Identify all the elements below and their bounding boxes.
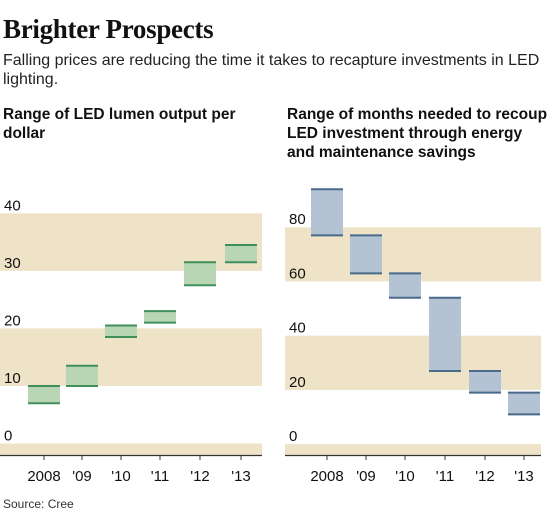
months-chart-title: Range of months needed to recoup LED inv… — [287, 106, 548, 161]
headline: Brighter Prospects — [3, 14, 214, 44]
lumen-ytick-label: 20 — [4, 312, 21, 329]
months-range-bar — [429, 297, 461, 371]
months-ytick-label: 60 — [289, 265, 306, 282]
months-range-bar — [311, 189, 343, 236]
months-range-bar — [469, 370, 501, 393]
lumen-range-bar — [144, 311, 176, 323]
lumen-band-0 — [0, 443, 262, 455]
lumen-x-label: '10 — [111, 468, 131, 485]
lumen-ytick-label: 40 — [4, 197, 21, 214]
months-band-1 — [285, 335, 541, 390]
months-range-bar — [508, 392, 540, 415]
months-range-bar — [350, 235, 382, 274]
lumen-x-label: '13 — [231, 468, 251, 485]
lumen-range-bar — [66, 365, 98, 386]
months-ytick-label: 0 — [289, 428, 297, 445]
lumen-x-label: '09 — [72, 468, 92, 485]
months-x-label: 2008 — [310, 468, 343, 485]
months-range-bar — [389, 273, 421, 298]
dek: Falling prices are reducing the time it … — [3, 52, 540, 88]
months-ytick-label: 20 — [289, 374, 306, 391]
months-x-label: '11 — [436, 468, 454, 485]
months-ytick-label: 40 — [289, 320, 306, 337]
months-x-label: '12 — [475, 468, 495, 485]
lumen-range-bar — [105, 325, 137, 338]
months-band-0 — [285, 444, 541, 455]
lumen-ytick-label: 0 — [4, 427, 12, 444]
lumen-x-label: 2008 — [27, 468, 60, 485]
lumen-x-label: '11 — [151, 468, 169, 485]
months-x-label: '13 — [514, 468, 534, 485]
lumen-chart-title: Range of LED lumen output per dollar — [3, 106, 236, 142]
lumen-ytick-label: 30 — [4, 255, 21, 272]
lumen-ytick-label: 10 — [4, 370, 21, 387]
lumen-range-bar — [28, 385, 60, 404]
months-ytick-label: 80 — [289, 211, 306, 228]
months-x-label: '09 — [356, 468, 376, 485]
source-note: Source: Cree — [3, 497, 74, 511]
lumen-range-bar — [184, 262, 216, 286]
lumen-range-bar — [225, 244, 257, 263]
lumen-band-2 — [0, 213, 262, 271]
months-x-label: '10 — [395, 468, 415, 485]
lumen-x-label: '12 — [190, 468, 210, 485]
